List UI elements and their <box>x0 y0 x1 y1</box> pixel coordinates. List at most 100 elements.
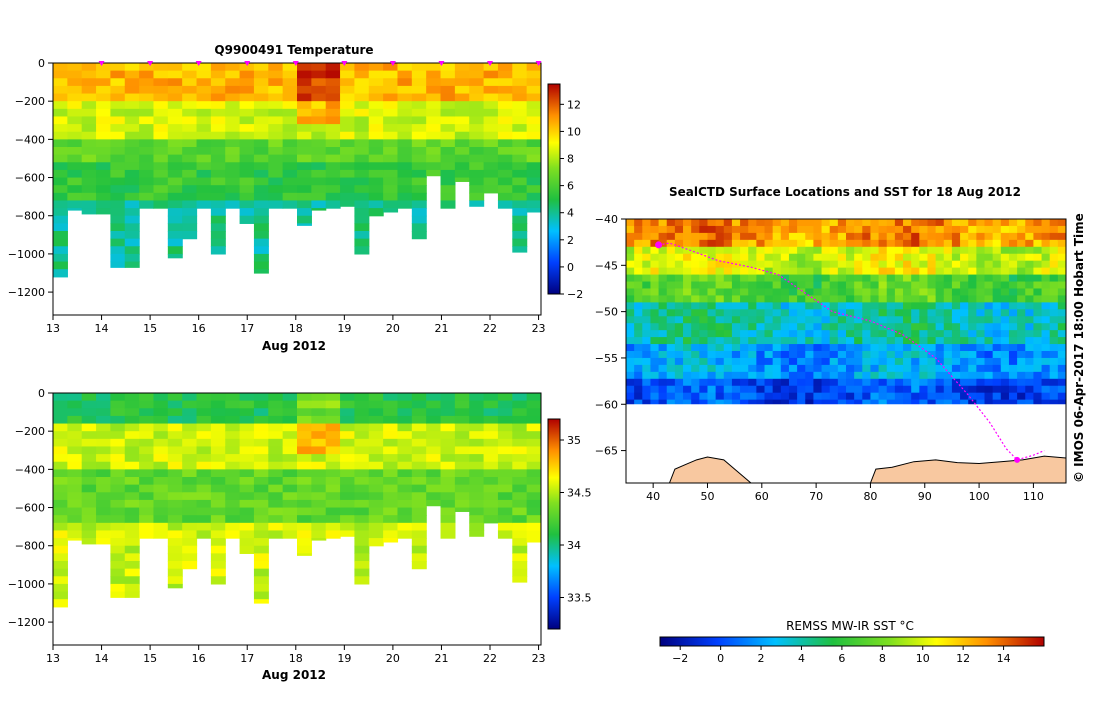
sst-cell <box>764 295 774 303</box>
temperature-y-axis: 0−200−400−600−800−1000−1200 <box>8 57 53 299</box>
sst-cell <box>821 323 831 331</box>
salinity-cell <box>67 461 83 470</box>
sst-cell <box>772 281 782 290</box>
salinity-cell <box>110 438 126 448</box>
temperature-cell <box>53 147 68 156</box>
salinity-cell <box>53 400 68 409</box>
antarctica-landmass <box>668 455 1066 483</box>
salinity-cell <box>139 415 155 425</box>
temperature-cell <box>110 253 126 263</box>
colorbar-tick-label: 2 <box>567 234 574 247</box>
temperature-cell <box>124 162 140 171</box>
sst-cell <box>821 274 831 283</box>
temperature-cell <box>67 200 83 209</box>
temperature-cell <box>268 131 284 140</box>
sst-cell <box>683 267 692 276</box>
sst-cell <box>764 330 774 338</box>
sst-cell <box>1033 316 1043 324</box>
sst-cell <box>788 253 798 262</box>
sst-cell <box>878 295 888 303</box>
temperature-cell <box>124 85 140 95</box>
sst-cell <box>968 225 977 234</box>
sst-cell <box>1017 253 1026 262</box>
salinity-cell <box>81 507 97 516</box>
salinity-cell <box>110 446 126 455</box>
sst-cell <box>854 309 863 317</box>
sst-cell <box>862 357 872 366</box>
salinity-cell <box>311 492 327 501</box>
sst-cell <box>1049 385 1059 394</box>
sst-cell <box>846 330 855 338</box>
sst-cell <box>707 288 717 297</box>
temperature-cell <box>497 177 513 186</box>
sst-cell <box>1017 392 1026 401</box>
sst-cell <box>1057 219 1066 227</box>
salinity-cell <box>354 545 370 554</box>
sst-cell <box>829 267 839 276</box>
temperature-cell <box>110 70 126 79</box>
sst-cell <box>862 288 872 297</box>
salinity-cell <box>426 431 442 440</box>
sst-cell <box>911 302 920 310</box>
salinity-cell <box>512 507 528 516</box>
temperature-cell <box>512 108 528 118</box>
sst-cell <box>903 239 912 248</box>
temperature-cell <box>96 78 112 87</box>
sst-cell <box>846 267 855 276</box>
sst-cell <box>731 316 741 324</box>
sst-cell <box>927 392 937 401</box>
salinity-cell <box>354 484 370 493</box>
sst-cell <box>943 239 953 248</box>
temperature-cell <box>526 70 541 79</box>
temperature-cell <box>196 139 212 148</box>
sst-cell <box>878 330 888 338</box>
salinity-cell <box>354 530 370 539</box>
temperature-cell <box>210 192 226 202</box>
salinity-cell <box>196 438 212 448</box>
salinity-cell <box>311 522 327 532</box>
sst-cell <box>642 288 652 297</box>
sst-cell <box>683 288 692 297</box>
salinity-cell <box>282 515 298 524</box>
salinity-cell <box>53 561 68 570</box>
sst-cell <box>943 219 953 227</box>
salinity-cell <box>397 454 413 463</box>
temperature-cell <box>53 108 68 118</box>
sst-cell <box>634 309 643 317</box>
salinity-cell <box>139 400 155 409</box>
sst-cell <box>699 392 709 401</box>
salinity-cell <box>210 561 226 570</box>
sst-cell <box>821 309 831 317</box>
salinity-cell <box>325 515 341 524</box>
sst-cell <box>642 302 652 310</box>
sst-cell <box>699 239 709 248</box>
salinity-cell <box>96 461 112 470</box>
sst-cell <box>837 337 847 345</box>
sst-cell <box>935 364 945 373</box>
temperature-cell <box>53 192 68 202</box>
sst-cell <box>683 392 692 401</box>
salinity-cell <box>526 400 541 409</box>
salinity-cell <box>512 431 528 440</box>
sst-cell <box>788 399 798 408</box>
salinity-cell <box>411 415 427 425</box>
salinity-cell <box>497 477 513 486</box>
sst-cell <box>699 330 709 338</box>
temperature-cell <box>182 147 198 156</box>
sst-cell <box>797 330 806 338</box>
sst-cell <box>992 253 1002 262</box>
sst-cell <box>1008 267 1018 276</box>
temperature-cell <box>483 101 499 110</box>
sst-cell <box>837 274 847 283</box>
sst-colorbar-tick-label: 14 <box>997 652 1011 665</box>
salinity-cell <box>311 461 327 470</box>
salinity-cell <box>124 408 140 417</box>
temperature-cell <box>196 70 212 79</box>
salinity-cell <box>268 408 284 417</box>
sst-cell <box>805 378 815 387</box>
temperature-cell <box>368 177 384 186</box>
sst-cell <box>805 295 815 303</box>
salinity-cell <box>253 477 269 486</box>
sst-cell <box>862 302 872 310</box>
temperature-cell <box>139 85 155 95</box>
